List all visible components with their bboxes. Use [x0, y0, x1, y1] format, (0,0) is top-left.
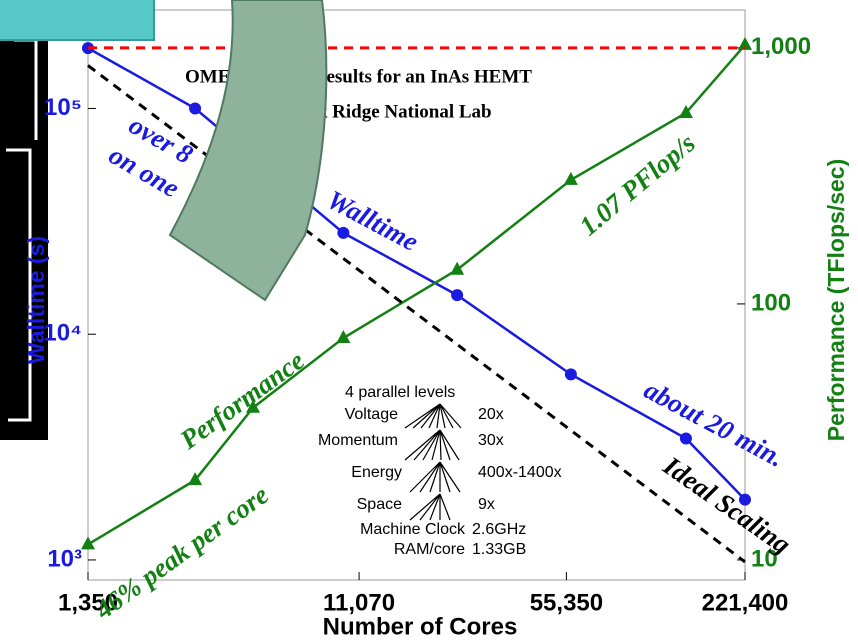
inset-level: Energy [351, 464, 402, 481]
x-tick-label: 11,070 [323, 589, 395, 616]
walltime-label: Walltime [322, 184, 423, 257]
x-tick-label: 55,350 [530, 589, 603, 616]
point [565, 368, 577, 380]
point [189, 102, 201, 114]
y2-tick-label: 1,000 [751, 33, 811, 60]
inset-title: 4 parallel levels [345, 384, 455, 401]
y-tick-label: 10³ [47, 545, 82, 572]
point [680, 433, 692, 445]
inset-level: Space [357, 496, 402, 513]
y-tick-label: 10⁴ [43, 320, 82, 347]
y-tick-label: 10⁵ [44, 94, 82, 121]
y2-tick-label: 100 [751, 289, 791, 316]
point [450, 262, 464, 275]
y2-axis-label: Performance (TFlops/sec) [823, 159, 849, 441]
inset-factor: 30x [478, 432, 504, 449]
annotation: 1.07 PFlop/s [574, 128, 701, 242]
point [337, 227, 349, 239]
inset-level: RAM/core [394, 541, 465, 558]
left-decoration [0, 0, 48, 440]
inset-factor: 1.33GB [472, 541, 526, 558]
y-axis-label: Walltime (s) [23, 236, 49, 364]
inset-factor: 9x [478, 496, 495, 513]
inset-factor: 20x [478, 406, 504, 423]
x-tick-label: 221,400 [702, 589, 789, 616]
performance-label: Performance [174, 345, 310, 455]
inset-factor: 2.6GHz [472, 521, 526, 538]
inset-factor: 400x-1400x [478, 464, 562, 481]
inset-level: Machine Clock [360, 521, 466, 538]
point [451, 289, 463, 301]
annotation: 46% peak per core [89, 479, 274, 625]
inset-level: Voltage [345, 406, 398, 423]
inset-level: Momentum [318, 432, 398, 449]
x-axis-label: Number of Cores [323, 613, 518, 640]
inset: 4 parallel levels Voltage 20x Momentum 3… [318, 384, 562, 558]
chart: 1,35011,07055,350221,40010³10⁴10⁵101001,… [0, 0, 858, 641]
